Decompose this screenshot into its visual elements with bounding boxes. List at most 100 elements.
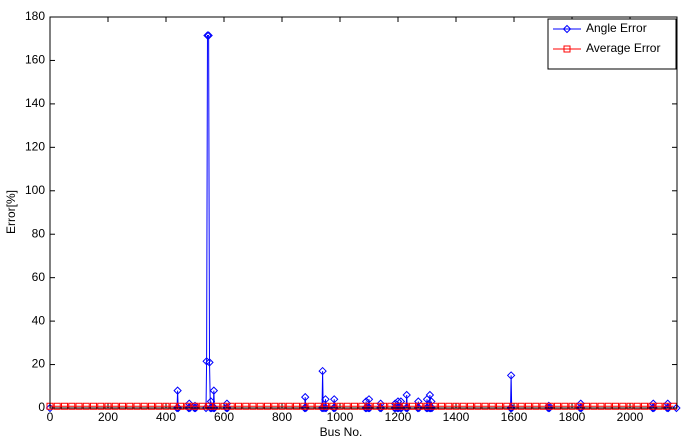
marker xyxy=(173,386,182,395)
marker xyxy=(554,402,562,410)
marker xyxy=(438,402,446,410)
y-axis-label: Error[%] xyxy=(4,190,18,234)
x-axis-label: Bus No. xyxy=(320,425,363,439)
y-tick-label: 40 xyxy=(32,313,46,327)
marker xyxy=(271,402,279,410)
marker xyxy=(307,402,315,410)
marker xyxy=(343,402,351,410)
marker xyxy=(474,402,482,410)
marker xyxy=(562,24,572,34)
marker xyxy=(169,402,177,410)
marker xyxy=(351,402,359,410)
marker xyxy=(532,402,540,410)
marker xyxy=(568,402,576,410)
x-tick-label: 1000 xyxy=(327,410,354,424)
marker xyxy=(314,402,322,410)
marker xyxy=(256,402,264,410)
y-tick-label: 60 xyxy=(32,270,46,284)
marker xyxy=(416,402,424,410)
marker xyxy=(496,402,504,410)
marker xyxy=(155,402,163,410)
marker xyxy=(619,402,627,410)
x-tick-label: 1600 xyxy=(501,410,528,424)
marker xyxy=(61,402,69,410)
legend-label: Angle Error xyxy=(586,21,647,35)
x-tick-label: 1400 xyxy=(443,410,470,424)
marker xyxy=(227,402,235,410)
marker xyxy=(45,403,55,413)
marker xyxy=(576,399,585,408)
marker xyxy=(375,403,385,413)
marker xyxy=(380,402,388,410)
marker xyxy=(206,402,214,410)
marker xyxy=(184,399,194,408)
marker xyxy=(401,402,409,410)
marker xyxy=(111,402,119,410)
marker xyxy=(318,366,327,376)
legend-box xyxy=(547,18,677,70)
marker xyxy=(372,402,380,410)
marker xyxy=(264,402,272,410)
marker xyxy=(140,402,148,410)
marker xyxy=(177,402,185,410)
y-tick-label: 120 xyxy=(25,140,45,154)
legend: Angle Error Average Error xyxy=(547,18,677,70)
marker xyxy=(97,402,105,410)
marker xyxy=(301,392,310,402)
marker xyxy=(563,45,571,53)
y-tick-label: 0 xyxy=(38,400,45,414)
marker xyxy=(590,402,598,410)
x-tick-label: 0 xyxy=(47,410,54,424)
marker xyxy=(220,402,228,410)
y-tick-label: 140 xyxy=(25,96,45,110)
marker xyxy=(278,402,286,410)
marker xyxy=(387,402,395,410)
marker xyxy=(203,31,212,40)
y-tick-label: 100 xyxy=(25,183,45,197)
legend-label: Average Error xyxy=(586,41,660,55)
marker xyxy=(510,402,518,410)
marker xyxy=(539,402,547,410)
y-tick-label: 160 xyxy=(25,53,45,67)
marker xyxy=(172,403,182,413)
marker xyxy=(503,402,511,410)
marker xyxy=(409,402,417,410)
marker xyxy=(425,390,435,400)
marker xyxy=(300,402,308,410)
marker xyxy=(575,402,583,410)
marker xyxy=(423,402,431,410)
marker xyxy=(213,402,221,410)
marker xyxy=(426,403,435,413)
marker xyxy=(205,358,214,367)
marker xyxy=(90,402,98,410)
y-tick-label: 20 xyxy=(32,357,46,371)
marker xyxy=(583,402,591,410)
marker xyxy=(561,402,569,410)
marker xyxy=(336,402,344,410)
marker xyxy=(445,402,453,410)
marker xyxy=(430,402,438,410)
marker xyxy=(75,402,83,410)
marker xyxy=(506,371,516,380)
marker xyxy=(322,402,330,410)
marker xyxy=(481,402,489,410)
marker xyxy=(452,402,460,410)
marker xyxy=(365,402,373,410)
marker xyxy=(223,403,232,413)
marker xyxy=(235,402,243,410)
x-tick-label: 1800 xyxy=(559,410,586,424)
y-tick-label: 180 xyxy=(25,9,45,23)
marker xyxy=(285,402,293,410)
marker xyxy=(633,402,641,410)
marker xyxy=(68,402,76,410)
marker xyxy=(506,403,515,413)
marker xyxy=(612,402,620,410)
marker xyxy=(242,402,250,410)
x-tick-label: 400 xyxy=(156,410,176,424)
y-tick-label: 80 xyxy=(32,226,46,240)
marker xyxy=(525,402,533,410)
marker xyxy=(358,402,366,410)
marker xyxy=(104,402,112,410)
